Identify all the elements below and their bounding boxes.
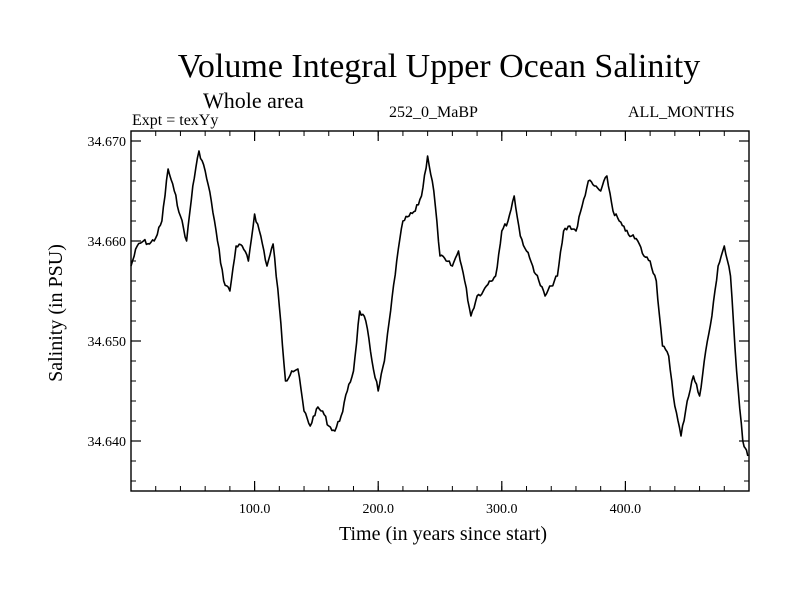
y-axis-label: Salinity (in PSU) [45,244,67,382]
x-tick-label: 400.0 [610,502,642,517]
x-tick-label: 100.0 [239,502,271,517]
experiment-label: Expt = texYy [132,112,219,129]
x-tick-label: 300.0 [486,502,518,517]
x-axis-label: Time (in years since start) [339,523,547,545]
salinity-series-line [130,150,749,457]
chart-subtitle: Whole area [203,88,304,113]
y-tick-label: 34.670 [88,135,127,150]
y-tick-label: 34.660 [88,235,127,250]
months-label: ALL_MONTHS [628,104,735,121]
y-tick-label: 34.650 [88,335,127,350]
x-tick-label: 200.0 [362,502,394,517]
plot-frame [130,130,750,492]
chart-title: Volume Integral Upper Ocean Salinity [177,48,701,85]
y-tick-label: 34.640 [88,435,127,450]
run-id-label: 252_0_MaBP [389,104,478,121]
